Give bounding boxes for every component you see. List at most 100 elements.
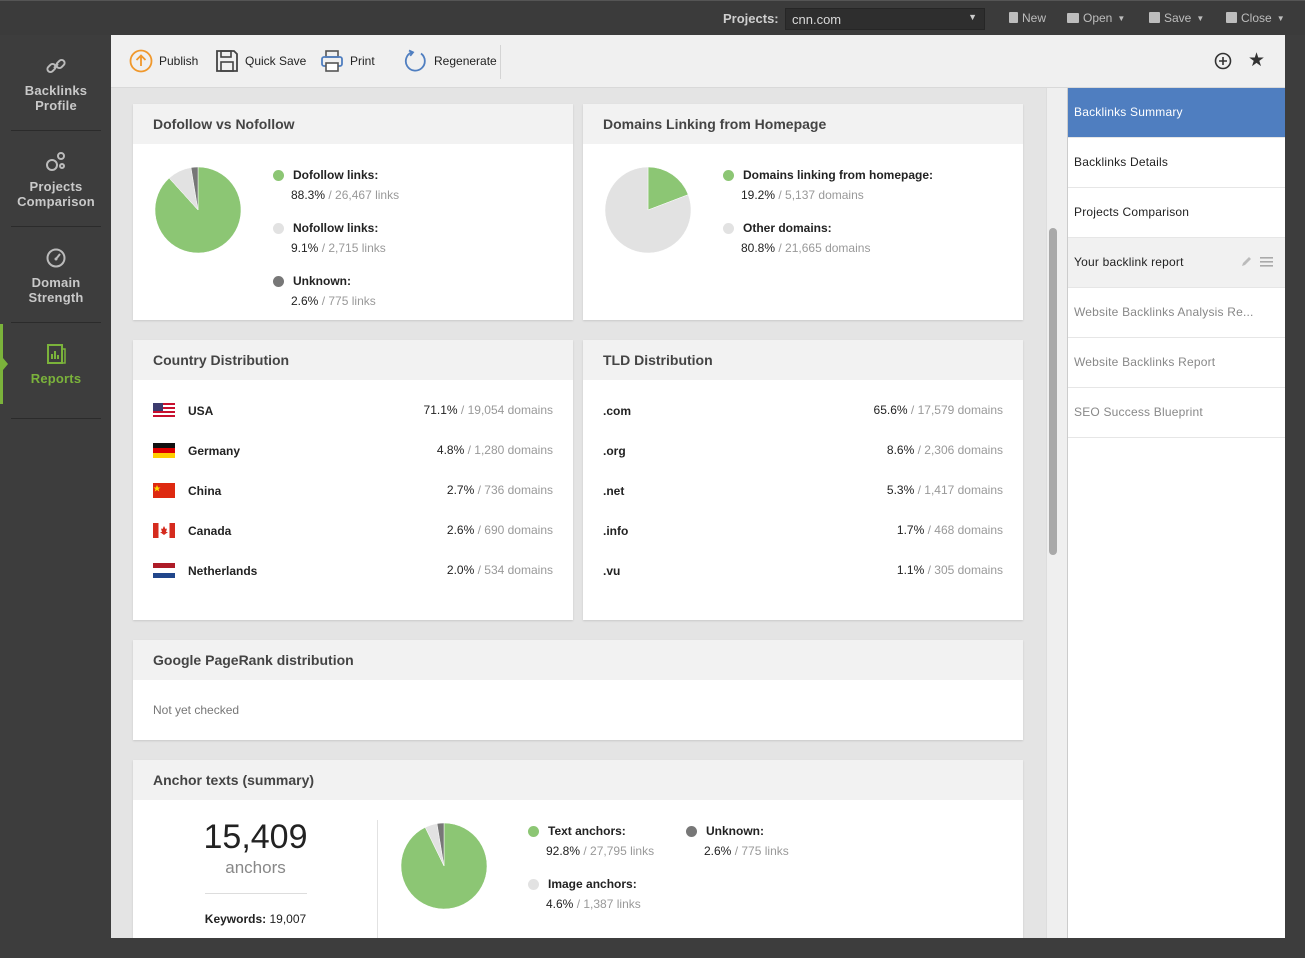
gray-dot-icon: [528, 878, 539, 890]
card-anchor-texts: Anchor texts (summary) 15,409 anchors Ke…: [133, 760, 1023, 938]
green-dot-icon: [273, 169, 284, 181]
menu-icon[interactable]: [1260, 256, 1273, 268]
nav-reports[interactable]: Reports: [11, 323, 101, 419]
toolbar-separator: [500, 45, 501, 79]
legend-item: Other domains: 80.8% / 21,665 domains: [723, 221, 933, 255]
card-country-distribution: Country Distribution USA 71.1% / 19,054 …: [133, 340, 573, 620]
legend-label: Other domains:: [743, 221, 832, 235]
project-select-value: cnn.com: [792, 12, 842, 27]
nav-active-arrow: [3, 358, 8, 370]
gray-dot-icon: [723, 222, 734, 234]
country-pct: 4.8%: [436, 443, 465, 457]
edit-pencil-icon[interactable]: [1240, 256, 1252, 268]
nav-label: Projects: [29, 179, 83, 194]
publish-label: Publish: [159, 54, 199, 68]
window-right-edge: [1285, 35, 1305, 958]
legend-count: 1,387 links: [583, 897, 641, 911]
tld-pct: 65.6%: [873, 403, 908, 417]
country-row: USA 71.1% / 19,054 domains: [153, 400, 553, 420]
country-count: 736 domains: [484, 483, 553, 497]
refresh-icon: [404, 49, 426, 72]
new-button[interactable]: New: [1009, 11, 1046, 25]
legend-count: 5,137 domains: [785, 188, 864, 202]
country-count: 534 domains: [484, 563, 553, 577]
anchors-legend-2: Unknown: 2.6% / 775 links: [686, 824, 789, 877]
country-name: Canada: [188, 524, 232, 538]
pie-slice-1: [604, 166, 692, 254]
tld-name: .info: [603, 524, 629, 538]
template-website-backlinks-analysis[interactable]: Website Backlinks Analysis Re...: [1068, 288, 1285, 338]
report-icon: [47, 344, 66, 364]
legend-label: Image anchors:: [548, 877, 637, 891]
nav-label: Strength: [28, 290, 84, 305]
card-title: TLD Distribution: [583, 340, 1023, 380]
tld-count: 305 domains: [934, 563, 1003, 577]
legend-label: Domains linking from homepage:: [743, 168, 934, 182]
template-website-backlinks-report[interactable]: Website Backlinks Report: [1068, 338, 1285, 388]
green-dot-icon: [528, 825, 539, 837]
report-templates-panel: Backlinks Summary Backlinks Details Proj…: [1067, 88, 1285, 938]
tld-row: .net 5.3% / 1,417 domains: [603, 483, 1003, 498]
tld-row: .info 1.7% / 468 domains: [603, 523, 1003, 538]
open-button[interactable]: Open ▼: [1067, 11, 1125, 25]
country-name: Netherlands: [188, 564, 258, 578]
country-pct: 2.6%: [446, 523, 475, 537]
template-seo-success-blueprint[interactable]: SEO Success Blueprint: [1068, 388, 1285, 438]
country-count: 690 domains: [484, 523, 553, 537]
star-icon[interactable]: ★: [1248, 50, 1266, 71]
template-label: Backlinks Details: [1074, 155, 1169, 169]
pie-slice-2: [436, 822, 445, 867]
quick-save-button[interactable]: Quick Save: [215, 48, 306, 74]
green-dot-icon: [723, 169, 734, 181]
card-dofollow-nofollow: Dofollow vs Nofollow Dofollow links: 88.…: [133, 104, 573, 320]
card-title: Dofollow vs Nofollow: [133, 104, 573, 144]
template-projects-comparison[interactable]: Projects Comparison: [1068, 188, 1285, 238]
circles-icon: [46, 152, 65, 171]
save-button-label: Save: [1164, 11, 1192, 25]
legend-pct: 19.2%: [741, 188, 776, 202]
open-button-label: Open: [1083, 11, 1113, 25]
scrollbar-thumb[interactable]: [1049, 228, 1057, 555]
legend-item: Domains linking from homepage: 19.2% / 5…: [723, 168, 933, 202]
project-select[interactable]: cnn.com ▼: [785, 8, 985, 30]
country-name: USA: [188, 404, 214, 418]
card-title: Google PageRank distribution: [133, 640, 1023, 680]
nav-backlinks-profile[interactable]: Backlinks Profile: [11, 35, 101, 131]
tld-name: .org: [603, 444, 626, 458]
window-bottom-edge: [111, 938, 1305, 958]
country-name: Germany: [188, 444, 241, 458]
country-pct: 71.1%: [423, 403, 458, 417]
legend-label: Text anchors:: [548, 824, 626, 838]
legend-count: 2,715 links: [328, 241, 386, 255]
template-your-backlink-report[interactable]: Your backlink report: [1068, 238, 1285, 288]
legend-count: 26,467 links: [335, 188, 400, 202]
card-domains-homepage: Domains Linking from Homepage Domains li…: [583, 104, 1023, 320]
homepage-legend: Domains linking from homepage: 19.2% / 5…: [723, 168, 933, 274]
country-row: Canada 2.6% / 690 domains: [153, 520, 553, 540]
nav-domain-strength[interactable]: Domain Strength: [11, 227, 101, 323]
chevron-down-icon: ▼: [1196, 14, 1205, 23]
us-flag-icon: [153, 403, 175, 418]
tld-name: .vu: [603, 564, 621, 578]
nav-label: Reports: [30, 371, 82, 386]
legend-count: 775 links: [328, 294, 376, 308]
card-tld-distribution: TLD Distribution .com 65.6% / 17,579 dom…: [583, 340, 1023, 620]
card-title: Anchor texts (summary): [133, 760, 1023, 800]
template-backlinks-summary[interactable]: Backlinks Summary: [1068, 88, 1285, 138]
publish-icon: [129, 49, 153, 73]
regenerate-button[interactable]: Regenerate: [404, 48, 497, 74]
close-button[interactable]: Close ▼: [1226, 11, 1285, 25]
save-button[interactable]: Save ▼: [1149, 11, 1204, 25]
template-backlinks-details[interactable]: Backlinks Details: [1068, 138, 1285, 188]
legend-item: Nofollow links: 9.1% / 2,715 links: [273, 221, 399, 255]
publish-button[interactable]: Publish: [129, 48, 198, 74]
nav-projects-comparison[interactable]: Projects Comparison: [11, 131, 101, 227]
add-circle-icon[interactable]: [1214, 52, 1232, 70]
china-flag-icon: [153, 483, 175, 498]
legend-item: Unknown: 2.6% / 775 links: [273, 274, 399, 308]
toolbar: Publish Quick Save Print Regenera: [111, 35, 1285, 88]
regenerate-label: Regenerate: [434, 54, 497, 68]
print-button[interactable]: Print: [320, 48, 375, 74]
template-label: Backlinks Summary: [1074, 105, 1183, 119]
